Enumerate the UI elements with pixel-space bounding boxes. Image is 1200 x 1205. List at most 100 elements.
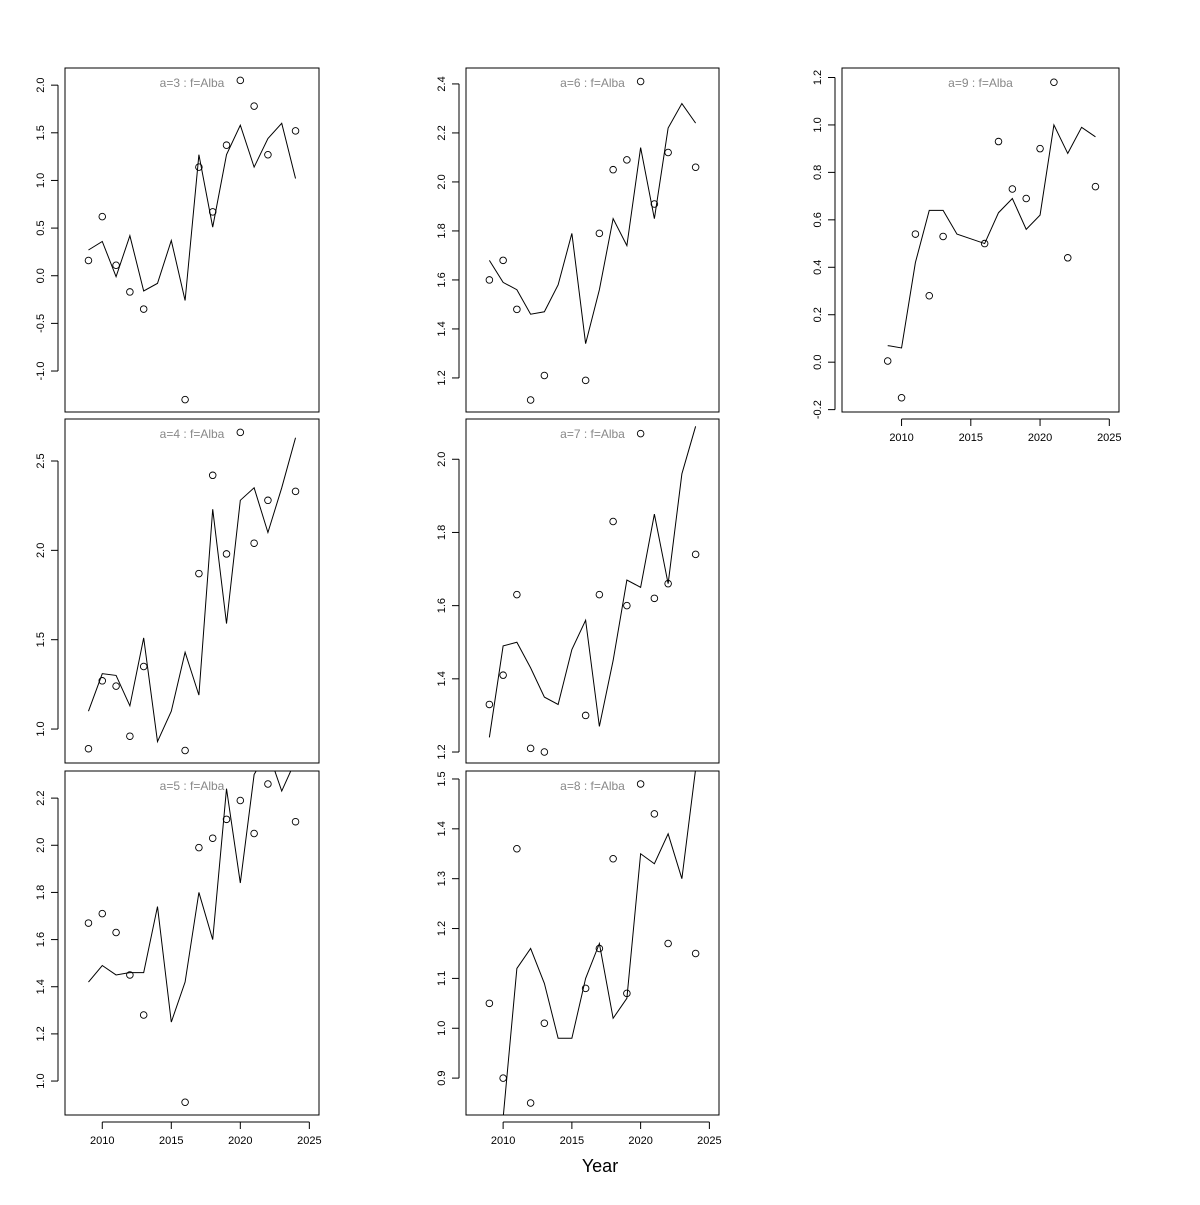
plot-frame — [465, 418, 720, 764]
y-tick-label: 2.0 — [35, 78, 47, 93]
fitted-line — [488, 102, 697, 344]
panel-title: a=9 : f=Alba — [948, 76, 1013, 90]
observed-point — [84, 744, 93, 753]
y-tick-label: 1.2 — [436, 921, 448, 936]
y-tick-label: 1.0 — [35, 1073, 47, 1088]
y-tick-label: 1.2 — [436, 744, 448, 759]
plot-frame — [64, 418, 320, 764]
x-tick-label: 2025 — [297, 1135, 321, 1147]
observed-point — [526, 396, 535, 404]
y-tick-label: 2.2 — [436, 125, 448, 140]
observed-point — [499, 1074, 507, 1082]
observed-point — [540, 748, 549, 756]
panel: 0.9 1.0 1.1 1.2 1.3 1.4 1.5 2010 2015 2020 2025 a=8… — [436, 770, 722, 1147]
y-tick-label: 1.3 — [436, 871, 448, 886]
observed-point — [485, 700, 494, 709]
observed-point — [994, 137, 1003, 146]
panel-title: a=4 : f=Alba — [160, 427, 225, 441]
observed-point — [526, 744, 535, 753]
fitted-line — [88, 771, 292, 1023]
panel: 1.2 1.4 1.6 1.8 2.0 2.2 2.4 a=6 : f=Alba — [436, 67, 720, 413]
observed-point — [691, 163, 700, 171]
observed-point — [1091, 182, 1100, 191]
x-tick-label: 2020 — [228, 1135, 252, 1147]
panel: -0.2 0.0 0.2 0.4 0.6 0.8 1.0 1.2 2010 2015 2020 202… — [812, 67, 1122, 444]
y-tick-label: 0.4 — [812, 260, 824, 275]
observed-point — [609, 517, 617, 526]
y-tick-label: 2.2 — [35, 790, 47, 805]
panel: 1.0 1.5 2.0 2.5 a=4 : f=Alba — [35, 418, 320, 764]
observed-point — [112, 261, 120, 270]
panel: 1.0 1.2 1.4 1.6 1.8 2.0 2.2 2010 2015 2020 2025 a=5… — [35, 770, 322, 1147]
observed-point — [609, 165, 617, 174]
observed-point — [1022, 194, 1030, 203]
observed-point — [691, 949, 700, 958]
observed-point — [98, 677, 107, 685]
y-tick-label: 1.4 — [436, 821, 448, 836]
observed-point — [939, 232, 947, 241]
observed-point — [208, 471, 217, 480]
x-tick-label: 2020 — [1028, 432, 1052, 444]
y-tick-label: 1.2 — [35, 1026, 47, 1041]
observed-point — [98, 909, 107, 918]
y-tick-label: 0.8 — [812, 165, 824, 180]
observed-point — [264, 496, 272, 505]
panel: -1.0 -0.5 0.0 0.5 1.0 1.5 2.0 a=3 : f=Alba — [35, 67, 320, 413]
observed-point — [513, 845, 521, 853]
observed-point — [636, 429, 645, 438]
x-tick-label: 2020 — [628, 1135, 652, 1147]
y-tick-label: 2.4 — [436, 76, 448, 91]
observed-point — [236, 428, 245, 437]
x-tick-label: 2015 — [560, 1135, 584, 1147]
x-axis-label: Year — [582, 1156, 618, 1176]
observed-point — [208, 834, 217, 842]
observed-point — [112, 928, 120, 937]
observed-point — [485, 276, 494, 284]
y-tick-label: -1.0 — [35, 362, 47, 381]
fitted-line — [87, 437, 297, 744]
y-tick-label: 1.4 — [35, 979, 47, 994]
y-tick-label: 1.6 — [436, 272, 448, 287]
observed-point — [650, 594, 659, 603]
observed-point — [236, 796, 245, 805]
observed-point — [222, 550, 231, 558]
observed-point — [195, 843, 203, 852]
observed-point — [195, 569, 203, 578]
panel-title: a=7 : f=Alba — [560, 427, 625, 441]
y-tick-label: 1.2 — [812, 70, 824, 85]
observed-point — [980, 239, 989, 248]
fitted-line — [887, 123, 1096, 349]
observed-point — [195, 163, 203, 171]
fitted-line — [488, 426, 697, 738]
observed-point — [664, 939, 672, 948]
y-tick-label: 0.0 — [35, 268, 47, 283]
observed-point — [623, 601, 631, 610]
fitted-line — [88, 122, 297, 301]
y-tick-label: 2.5 — [35, 453, 47, 468]
observed-point — [126, 732, 134, 740]
observed-point — [1008, 185, 1017, 193]
x-tick-label: 2010 — [491, 1135, 515, 1147]
observed-point — [925, 292, 934, 300]
observed-point — [691, 550, 700, 559]
observed-point — [126, 971, 134, 979]
observed-point — [236, 76, 245, 85]
panel-title: a=8 : f=Alba — [560, 779, 625, 793]
observed-point — [540, 1019, 549, 1028]
observed-point — [291, 487, 300, 496]
y-tick-label: 1.0 — [436, 1021, 448, 1036]
observed-point — [499, 256, 507, 265]
y-tick-label: 2.0 — [436, 452, 448, 467]
y-tick-label: 0.2 — [812, 307, 824, 322]
y-tick-label: 1.0 — [35, 173, 47, 188]
observed-point — [291, 127, 300, 135]
observed-point — [112, 682, 120, 690]
observed-point — [222, 141, 231, 149]
observed-point — [883, 357, 892, 365]
observed-point — [250, 829, 258, 838]
observed-point — [513, 590, 521, 599]
observed-point — [1036, 144, 1044, 153]
y-tick-label: 0.9 — [436, 1070, 448, 1085]
plot-frame — [64, 67, 320, 413]
observed-point — [911, 230, 920, 238]
